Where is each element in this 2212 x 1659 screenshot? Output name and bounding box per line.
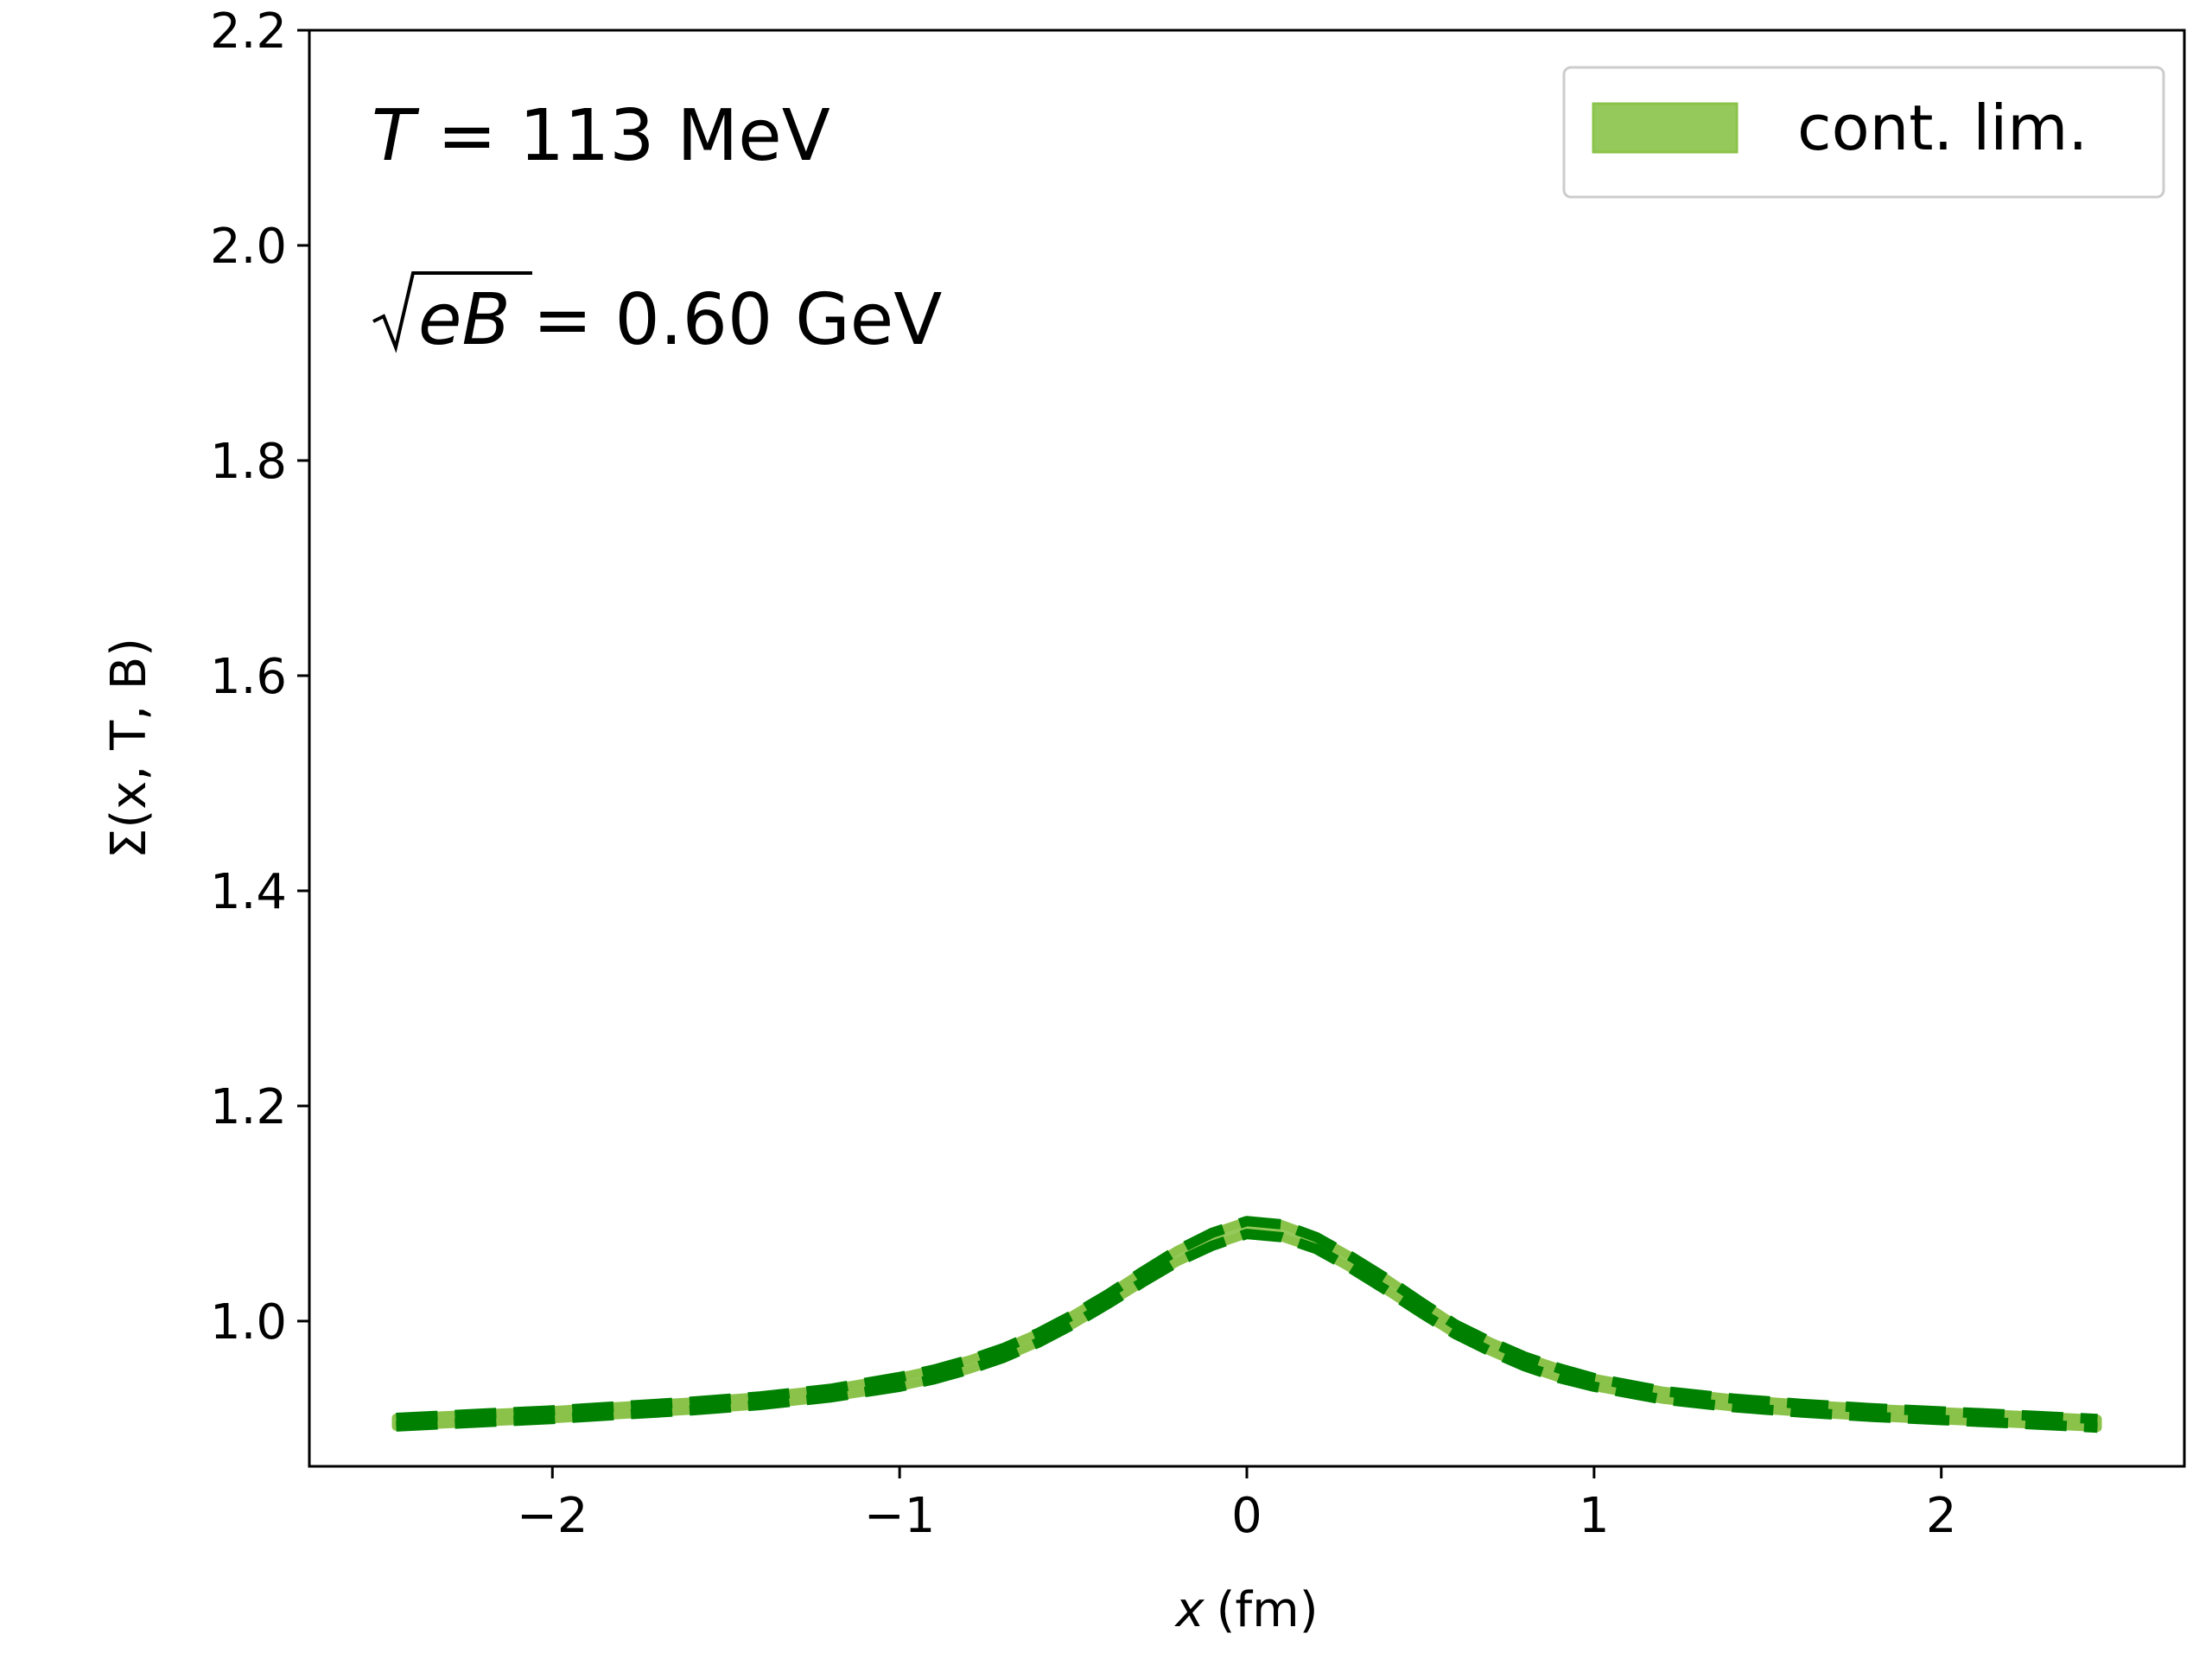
band-edge-line xyxy=(396,1216,2098,1425)
y-tick-label: 1.0 xyxy=(210,1294,287,1351)
y-tick-label: 1.4 xyxy=(210,864,287,920)
x-axis-label-var: x xyxy=(1173,1582,1205,1638)
plot-area xyxy=(391,1216,2102,1433)
x-axis-label-unit: (fm) xyxy=(1217,1582,1319,1638)
legend-label: cont. lim. xyxy=(1797,92,2088,164)
y-tick-label: 1.6 xyxy=(210,649,287,705)
y-tick-label: 1.2 xyxy=(210,1079,287,1135)
legend: cont. lim. xyxy=(1562,66,2165,199)
band-edge-line xyxy=(396,1229,2098,1433)
sqrt-sign xyxy=(372,271,532,353)
y-tick-label: 2.2 xyxy=(210,3,287,60)
y-axis-label: Σ(x, T, B) xyxy=(101,638,157,859)
field-value: = 0.60 GeV xyxy=(511,279,943,361)
field-var: eB xyxy=(418,279,511,361)
x-axis: −2 −1 0 1 2 xyxy=(517,1466,1957,1544)
x-axis-label: x (fm) xyxy=(1173,1582,1318,1638)
temperature-annotation: T = 113 MeV xyxy=(372,95,830,177)
field-annotation: eB = 0.60 GeV xyxy=(372,271,942,361)
x-tick-label: 0 xyxy=(1231,1488,1262,1544)
field-text: eB = 0.60 GeV xyxy=(418,279,942,361)
temperature-value: = 113 MeV xyxy=(415,95,830,177)
temperature-var: T xyxy=(372,95,420,177)
y-axis: 1.0 1.2 1.4 1.6 1.8 2.0 2.2 xyxy=(210,3,309,1351)
legend-swatch xyxy=(1592,102,1738,154)
x-tick-label: −1 xyxy=(864,1488,936,1544)
legend-frame xyxy=(1562,66,2165,199)
y-tick-label: 1.8 xyxy=(210,434,287,490)
x-tick-label: −2 xyxy=(517,1488,588,1544)
x-tick-label: 2 xyxy=(1926,1488,1957,1544)
y-tick-label: 2.0 xyxy=(210,219,287,275)
x-tick-label: 1 xyxy=(1579,1488,1610,1544)
